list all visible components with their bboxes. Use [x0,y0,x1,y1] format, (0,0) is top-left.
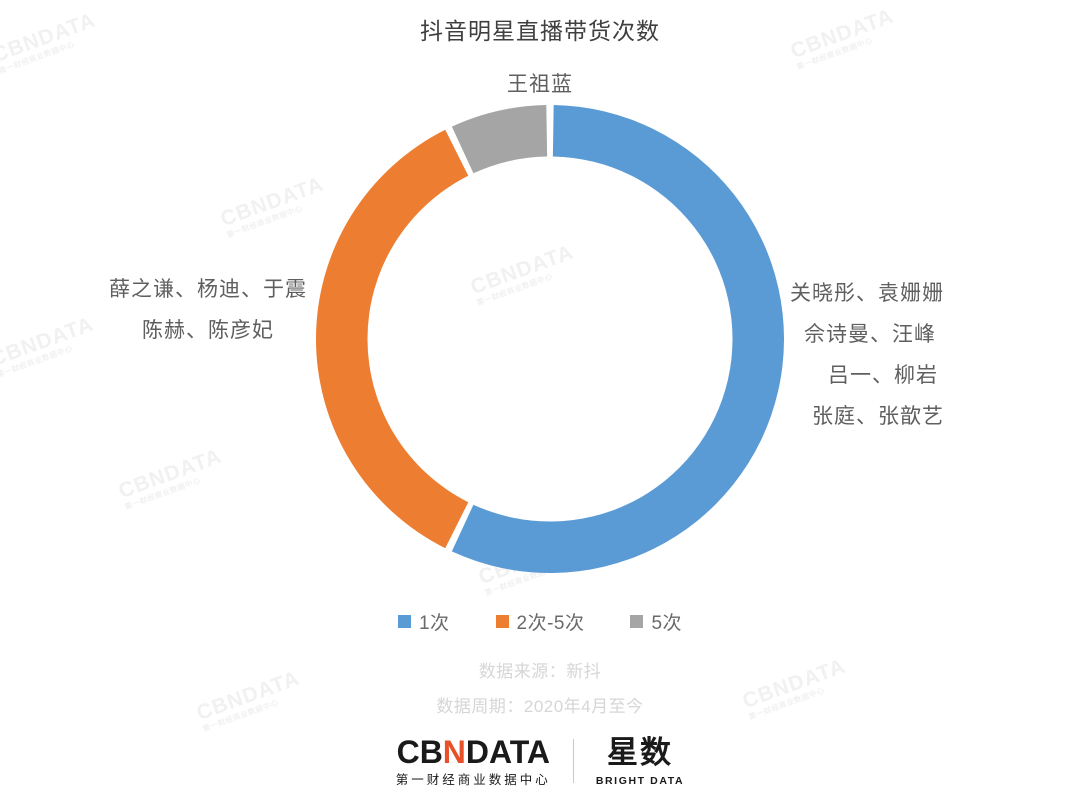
callout-left: 薛之谦、杨迪、于震 陈赫、陈彦妃 [84,270,332,352]
callout-right-line-4: 张庭、张歆艺 [812,404,944,428]
watermark-sub: 第一财经商业数据中心 [123,475,202,512]
legend-item-1次[interactable]: 1次 [397,608,450,635]
donut-slice-5次[interactable] [451,105,548,174]
callout-top-line-1: 王祖蓝 [507,73,573,96]
donut-slice-1次[interactable] [451,105,784,573]
legend-swatch-icon [630,615,644,628]
callout-left-line-1: 薛之谦、杨迪、于震 [109,278,307,301]
callout-right-line-3: 吕一、柳岩 [828,363,938,387]
legend-label: 5次 [651,613,683,634]
period-line: 数据周期：2020年4月至今 [436,696,644,716]
cbndata-logo: CBNDATA 第一财经商业数据中心 [396,736,551,787]
donut-slice-group [316,105,784,573]
chart-legend: 1次 2次-5次 5次 [0,608,1080,635]
footer-logo: CBNDATA 第一财经商业数据中心 星数 BRIGHT DATA [0,736,1080,787]
donut-slice-2次-5次[interactable] [316,129,469,549]
watermark: CBNDATA 第一财经商业数据中心 [218,173,330,241]
xingshu-logo: 星数 BRIGHT DATA [596,737,684,787]
callout-right-line-2: 佘诗曼、汪峰 [804,322,936,346]
cbndata-tagline: 第一财经商业数据中心 [395,773,551,787]
callout-left-line-2: 陈赫、陈彦妃 [142,318,274,342]
watermark: CBNDATA 第一财经商业数据中心 [116,445,228,513]
source-notes: 数据来源：新抖 数据周期：2020年4月至今 [0,655,1080,725]
legend-label: 2次-5次 [516,613,585,634]
callout-right: 关晓彤、袁姗姗 佘诗曼、汪峰 吕一、柳岩 张庭、张歆艺 [790,274,944,438]
donut-chart [316,105,784,573]
legend-item-5次[interactable]: 5次 [630,608,682,635]
chart-title: 抖音明星直播带货次数 [420,18,660,44]
logo-divider [572,739,574,784]
callout-top: 王祖蓝 [0,65,1080,106]
cbndata-wordmark: CBNDATA [396,736,551,768]
cbndata-wordmark-post: DATA [465,734,551,770]
watermark-main: CBNDATA [115,444,225,504]
legend-label: 1次 [418,613,450,634]
watermark-sub: 第一财经商业数据中心 [225,203,304,240]
donut-svg [316,105,784,573]
watermark-main: CBNDATA [217,172,327,232]
cbndata-wordmark-pre: CB [396,734,443,770]
legend-swatch-icon [397,615,411,628]
xingshu-tagline: BRIGHT DATA [595,774,685,787]
xingshu-wordmark: 星数 [607,734,673,770]
callout-right-line-1: 关晓彤、袁姗姗 [790,282,944,305]
legend-item-2次-5次[interactable]: 2次-5次 [495,608,585,635]
watermark-main: CBNDATA [0,312,97,372]
cbndata-wordmark-accent: N [442,734,466,770]
legend-swatch-icon [495,615,509,628]
source-line: 数据来源：新抖 [478,662,602,681]
